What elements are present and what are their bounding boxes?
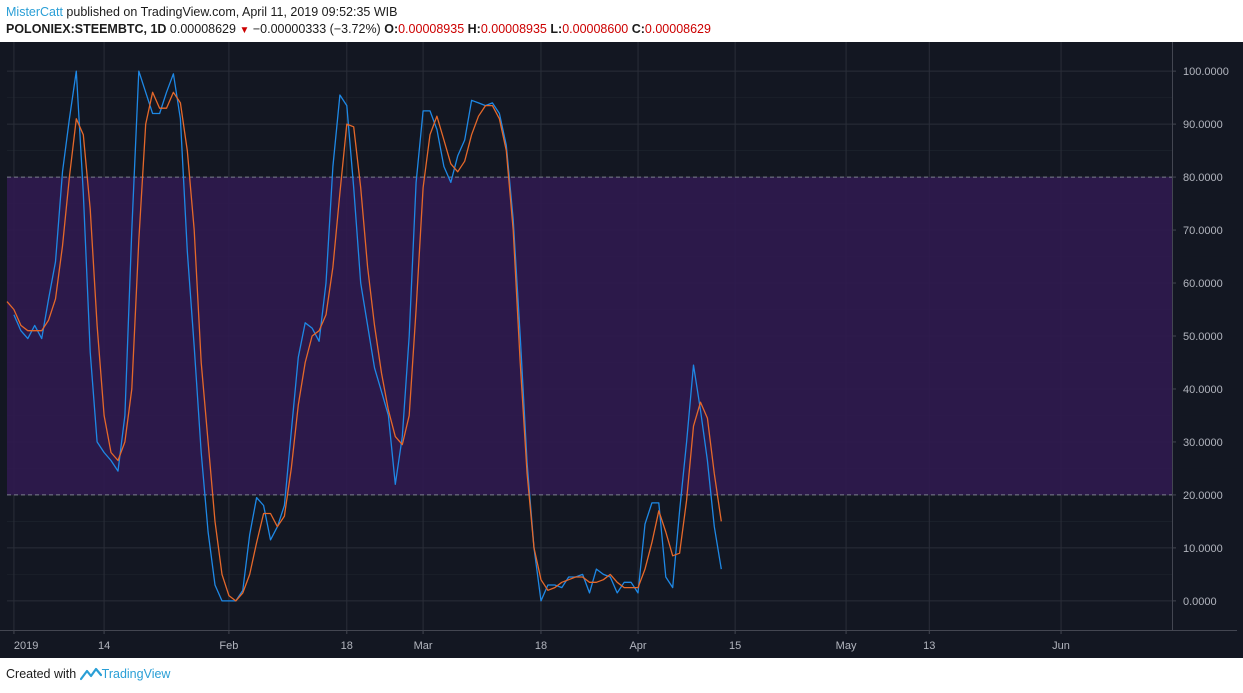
last-price: 0.00008629 (169, 22, 236, 36)
x-axis: 2019 14 Feb 18 Mar 18 Apr 15 May 13 Jun (13, 630, 1070, 652)
low-value: 0.00008600 (562, 22, 629, 36)
y-tick-label: 0.0000 (1183, 596, 1217, 608)
close-label: C: (631, 22, 645, 36)
y-tick-label: 70.0000 (1183, 225, 1223, 237)
x-tick-label: Mar (414, 640, 433, 652)
open-value: 0.00008935 (398, 22, 465, 36)
y-tick-label: 50.0000 (1183, 331, 1223, 343)
publish-text: published on TradingView.com, April 11, … (62, 5, 398, 19)
y-tick-label: 80.0000 (1183, 172, 1223, 184)
y-tick-label: 100.0000 (1183, 66, 1229, 78)
x-tick-label: May (836, 640, 857, 652)
series-line-1 (13, 70, 722, 602)
y-tick-label: 60.0000 (1183, 278, 1223, 290)
y-tick-label: 10.0000 (1183, 543, 1223, 555)
y-tick-label: 90.0000 (1183, 119, 1223, 131)
series-lines (6, 70, 722, 602)
high-label: H: (467, 22, 481, 36)
x-tick-label: Jun (1052, 640, 1070, 652)
y-axis: 0.0000 10.0000 20.0000 30.0000 40.0000 50.000… (1172, 66, 1229, 608)
x-tick-label: 14 (98, 640, 110, 652)
tradingview-link[interactable]: TradingView (101, 667, 171, 681)
x-tick-label: 2019 (14, 640, 38, 652)
created-with-text: Created with (6, 667, 77, 681)
tradingview-logo-icon (79, 667, 102, 681)
x-tick-label: 18 (535, 640, 547, 652)
x-tick-label: 18 (341, 640, 353, 652)
y-tick-label: 30.0000 (1183, 437, 1223, 449)
symbol-label: POLONIEX:STEEMBTC, 1D (6, 22, 167, 36)
x-tick-label: 13 (923, 640, 935, 652)
down-triangle-icon: ▼ (239, 25, 250, 36)
x-tick-label: 15 (729, 640, 741, 652)
author-link[interactable]: MisterCatt (6, 5, 63, 19)
open-label: O: (384, 22, 399, 36)
low-label: L: (550, 22, 563, 36)
y-tick-label: 20.0000 (1183, 490, 1223, 502)
chart-header: MisterCatt published on TradingView.com,… (6, 4, 1236, 39)
series-line-2 (6, 91, 722, 602)
x-tick-label: Feb (219, 640, 238, 652)
overbought-oversold-band (7, 177, 1172, 495)
publish-info: MisterCatt published on TradingView.com,… (6, 4, 1236, 20)
x-tick-label: Apr (629, 640, 646, 652)
y-tick-label: 40.0000 (1183, 384, 1223, 396)
close-value: 0.00008629 (644, 22, 711, 36)
footer: Created with TradingView (6, 667, 170, 681)
high-value: 0.00008935 (480, 22, 547, 36)
ohlc-legend: POLONIEX:STEEMBTC, 1D 0.00008629 ▼ −0.00… (6, 21, 1236, 39)
price-change: −0.00000333 (−3.72%) (252, 22, 381, 36)
stochastic-chart[interactable]: 0.0000 10.0000 20.0000 30.0000 40.0000 50.000… (0, 42, 1243, 658)
